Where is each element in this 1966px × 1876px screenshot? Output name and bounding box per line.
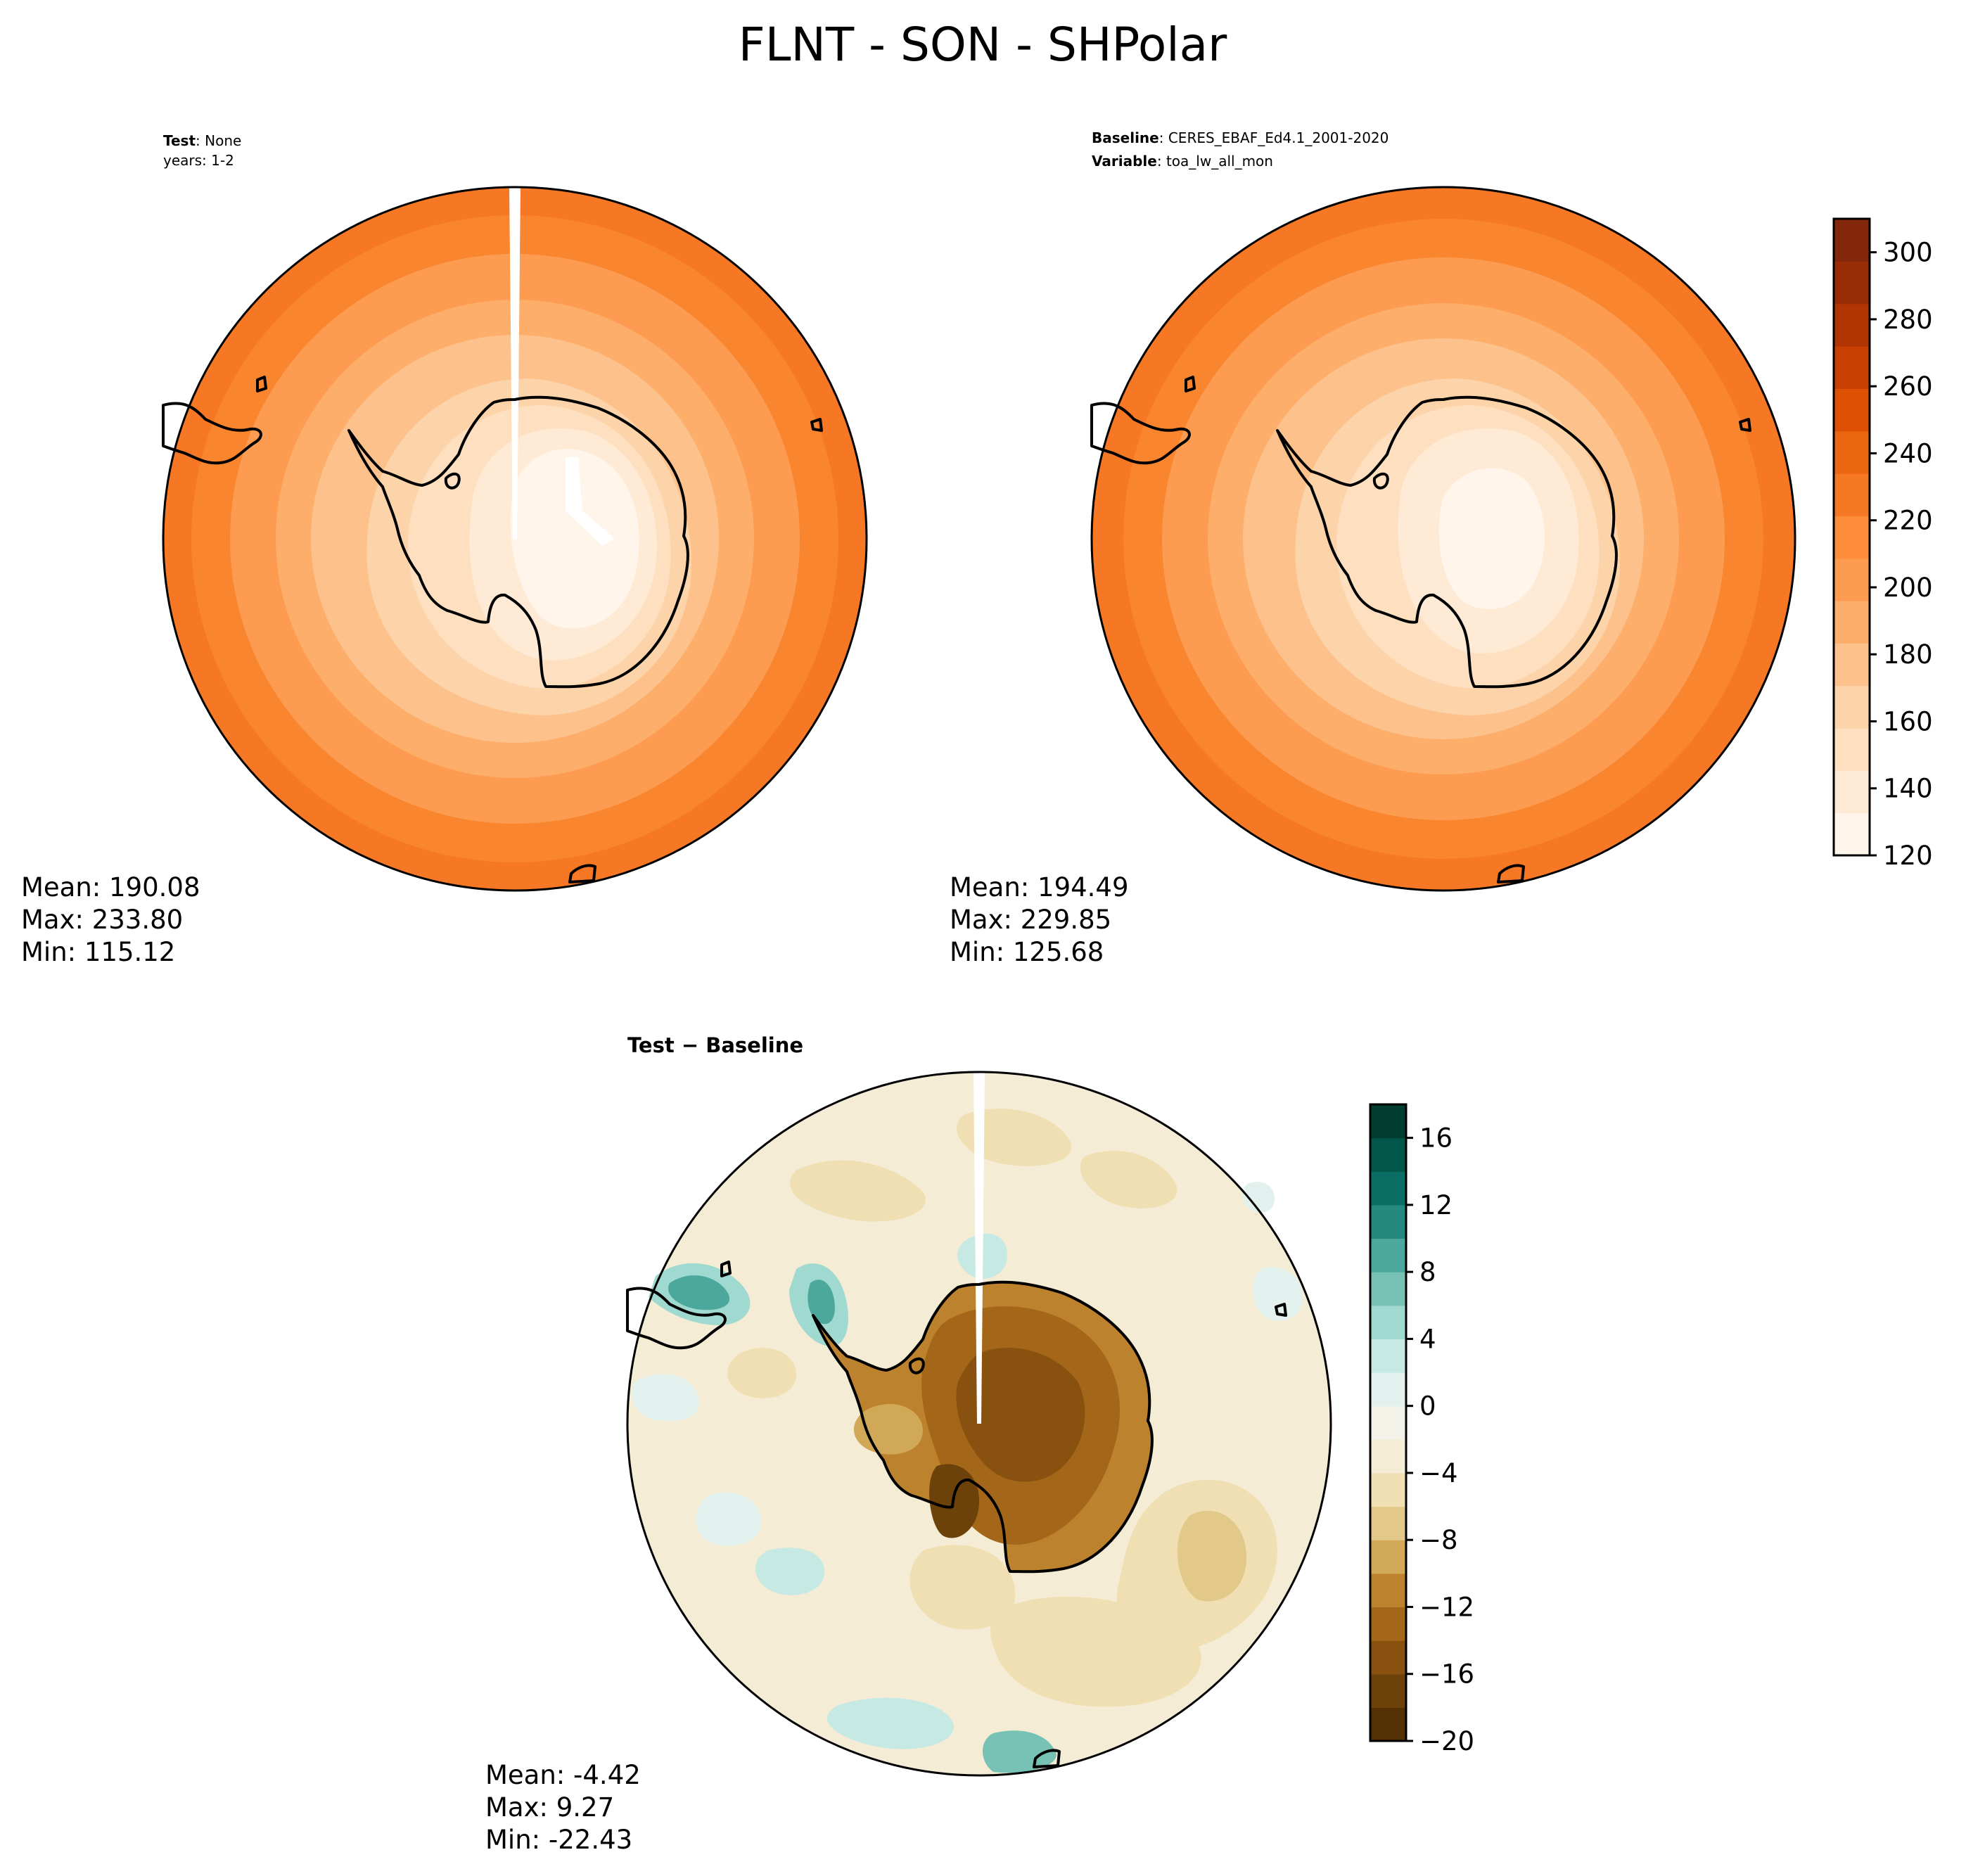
diff-colorbar-ticks: −20 −16 −12 −8 −4 0 4 8 12 16 (1406, 1123, 1474, 1756)
colorbar-swatch (1370, 1372, 1406, 1407)
colorbar-tick-label: −4 (1419, 1458, 1458, 1488)
main-colorbar: 120 140 160 180 200 220 240 260 280 300 (1832, 217, 1933, 871)
figure-title: FLNT - SON - SHPolar (739, 18, 1227, 72)
colorbar-tick-label: 300 (1883, 238, 1933, 268)
baseline-max: Max: 229.85 (950, 905, 1111, 935)
colorbar-swatch (1834, 728, 1870, 771)
colorbar-tick-label: −20 (1419, 1726, 1474, 1756)
colorbar-tick-label: −12 (1419, 1592, 1474, 1622)
colorbar-tick-label: 260 (1883, 371, 1933, 402)
colorbar-swatch (1370, 1204, 1406, 1239)
test-map (162, 186, 868, 892)
colorbar-swatch (1834, 388, 1870, 432)
colorbar-swatch (1834, 643, 1870, 687)
main-colorbar-ticks: 120 140 160 180 200 220 240 260 280 300 (1870, 238, 1933, 871)
colorbar-swatch (1370, 1673, 1406, 1708)
colorbar-tick-label: −16 (1419, 1659, 1474, 1690)
colorbar-swatch (1370, 1104, 1406, 1139)
colorbar-swatch (1370, 1305, 1406, 1340)
colorbar-tick-label: −8 (1419, 1525, 1458, 1555)
main-colorbar-swatches (1834, 219, 1870, 856)
colorbar-swatch (1834, 558, 1870, 601)
baseline-panel: Baseline: CERES_EBAF_Ed4.1_2001-2020 Var… (950, 129, 1796, 967)
test-years: years: 1-2 (163, 152, 234, 169)
colorbar-swatch (1370, 1607, 1406, 1641)
baseline-variable: Variable: toa_lw_all_mon (1092, 153, 1273, 170)
colorbar-swatch (1834, 346, 1870, 389)
diff-panel: Test − Baseline (485, 1033, 1332, 1855)
baseline-min: Min: 125.68 (950, 937, 1104, 967)
diff-label: Test − Baseline (627, 1033, 803, 1057)
colorbar-tick-label: 240 (1883, 438, 1933, 468)
colorbar-swatch (1370, 1405, 1406, 1440)
diff-map (626, 1071, 1332, 1777)
colorbar-swatch (1834, 685, 1870, 729)
colorbar-swatch (1834, 770, 1870, 814)
colorbar-tick-label: 4 (1419, 1324, 1436, 1354)
colorbar-tick-label: 0 (1419, 1391, 1436, 1422)
colorbar-swatch (1370, 1137, 1406, 1172)
colorbar-swatch (1834, 516, 1870, 559)
colorbar-swatch (1370, 1573, 1406, 1608)
colorbar-tick-label: 12 (1419, 1190, 1453, 1220)
colorbar-tick-label: 160 (1883, 706, 1933, 736)
test-label: Test: None (163, 132, 241, 149)
colorbar-swatch (1834, 601, 1870, 644)
colorbar-swatch (1834, 219, 1870, 262)
colorbar-swatch (1370, 1272, 1406, 1306)
colorbar-swatch (1370, 1472, 1406, 1507)
test-mean: Mean: 190.08 (21, 872, 200, 902)
colorbar-swatch (1370, 1238, 1406, 1272)
colorbar-swatch (1370, 1640, 1406, 1675)
colorbar-tick-label: 120 (1883, 841, 1933, 871)
colorbar-tick-label: 140 (1883, 774, 1933, 804)
colorbar-swatch (1834, 473, 1870, 516)
diff-colorbar: −20 −16 −12 −8 −4 0 4 8 12 16 (1369, 1103, 1474, 1756)
main-colorbar-frame (1832, 217, 1871, 857)
colorbar-tick-label: 280 (1883, 305, 1933, 335)
colorbar-swatch (1370, 1171, 1406, 1206)
diff-mean: Mean: -4.42 (485, 1760, 641, 1790)
diff-colorbar-swatches (1370, 1104, 1406, 1742)
colorbar-swatch (1370, 1506, 1406, 1540)
baseline-label: Baseline: CERES_EBAF_Ed4.1_2001-2020 (1092, 129, 1389, 146)
colorbar-swatch (1834, 812, 1870, 856)
baseline-mean: Mean: 194.49 (950, 872, 1129, 902)
colorbar-tick-label: 16 (1419, 1123, 1453, 1154)
colorbar-tick-label: 8 (1419, 1257, 1436, 1287)
colorbar-tick-label: 200 (1883, 573, 1933, 603)
diff-min: Min: -22.43 (485, 1825, 632, 1855)
test-panel: Test: None years: 1-2 Mea (21, 132, 868, 967)
colorbar-swatch (1370, 1339, 1406, 1373)
test-max: Max: 233.80 (21, 905, 183, 935)
colorbar-swatch (1370, 1439, 1406, 1474)
diff-colorbar-frame (1369, 1103, 1408, 1742)
colorbar-swatch (1834, 261, 1870, 305)
test-min: Min: 115.12 (21, 937, 175, 967)
baseline-map (1090, 186, 1796, 892)
colorbar-swatch (1834, 430, 1870, 474)
colorbar-swatch (1370, 1707, 1406, 1742)
colorbar-tick-label: 220 (1883, 506, 1933, 536)
colorbar-swatch (1370, 1540, 1406, 1574)
colorbar-tick-label: 180 (1883, 639, 1933, 670)
diff-max: Max: 9.27 (485, 1792, 614, 1823)
colorbar-swatch (1834, 303, 1870, 347)
